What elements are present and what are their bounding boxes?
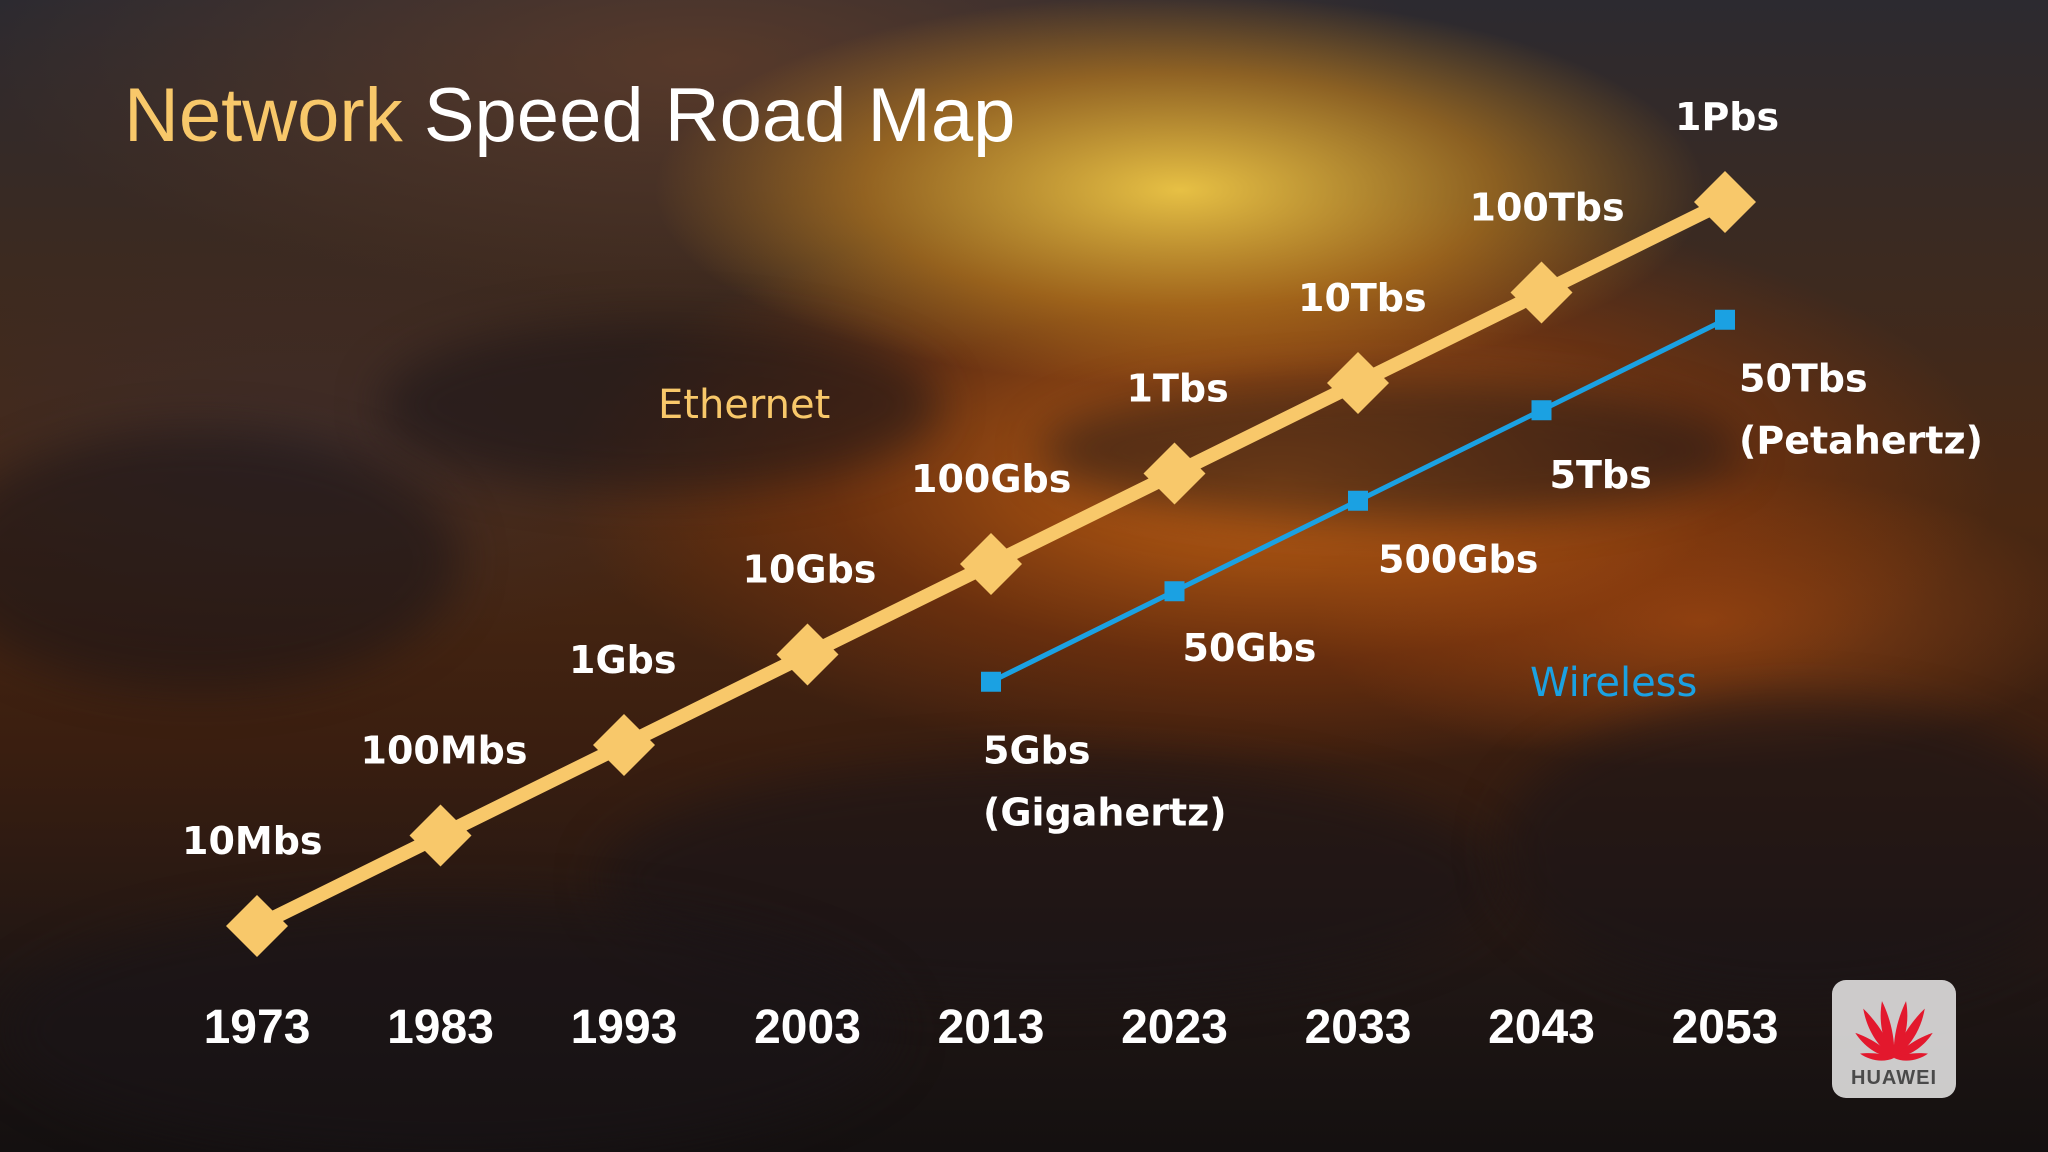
x-tick-label: 2053 <box>1672 1001 1779 1054</box>
data-point-wireless <box>981 671 1001 692</box>
slide-title: Network Speed Road Map <box>124 78 1015 154</box>
data-label-ethernet: 1Gbs <box>569 638 676 682</box>
data-label-wireless: 500Gbs <box>1378 538 1538 582</box>
data-label-wireless: 5Gbs (Gigahertz) <box>983 729 1227 835</box>
huawei-petals-icon <box>1855 1001 1933 1061</box>
data-label-wireless: 50Tbs (Petahertz) <box>1739 357 1983 463</box>
series-label-wireless: Wireless <box>1530 660 1697 706</box>
x-tick-label: 1993 <box>571 1001 678 1054</box>
data-point-wireless <box>1348 490 1368 511</box>
x-tick-label: 1983 <box>387 1001 494 1054</box>
title-accent: Network <box>124 73 403 158</box>
data-label-ethernet: 100Tbs <box>1470 186 1625 230</box>
x-tick-label: 2033 <box>1305 1001 1412 1054</box>
x-tick-label: 2023 <box>1121 1001 1228 1054</box>
x-tick-label: 2043 <box>1488 1001 1595 1054</box>
cloud-shape <box>380 320 940 490</box>
cloud-shape <box>1500 700 2048 1000</box>
logo-text: HUAWEI <box>1851 1067 1937 1089</box>
data-label-ethernet: 10Mbs <box>182 819 323 863</box>
series-label-ethernet: Ethernet <box>658 382 830 428</box>
data-label-ethernet: 1Tbs <box>1127 367 1229 411</box>
cloud-shape <box>0 900 900 1152</box>
data-label-ethernet: 10Gbs <box>743 548 877 592</box>
x-tick-label: 2003 <box>754 1001 861 1054</box>
data-point-ethernet <box>1510 261 1573 324</box>
data-point-ethernet <box>1143 442 1206 505</box>
data-label-ethernet: 100Gbs <box>911 457 1071 501</box>
cloud-shape <box>0 430 460 690</box>
data-point-ethernet <box>409 804 472 867</box>
cloud-shape <box>1040 380 1740 520</box>
data-point-ethernet <box>776 623 839 686</box>
data-point-wireless <box>1164 581 1185 602</box>
data-point-wireless <box>1715 309 1735 330</box>
data-label-ethernet: 10Tbs <box>1298 276 1427 320</box>
data-label-ethernet: 1Pbs <box>1675 95 1779 139</box>
x-tick-label: 1973 <box>204 1001 311 1054</box>
data-point-ethernet <box>593 714 655 776</box>
data-point-ethernet <box>226 895 288 957</box>
data-point-ethernet <box>1327 352 1389 414</box>
data-point-ethernet <box>960 533 1022 595</box>
x-tick-label: 2013 <box>938 1001 1045 1054</box>
data-label-wireless: 5Tbs <box>1550 453 1652 497</box>
title-rest: Speed Road Map <box>402 73 1016 158</box>
data-point-wireless <box>1531 400 1552 421</box>
data-label-wireless: 50Gbs <box>1183 626 1317 670</box>
data-point-ethernet <box>1694 171 1756 233</box>
data-label-ethernet: 100Mbs <box>361 729 528 773</box>
huawei-logo: HUAWEI <box>1832 980 1956 1098</box>
